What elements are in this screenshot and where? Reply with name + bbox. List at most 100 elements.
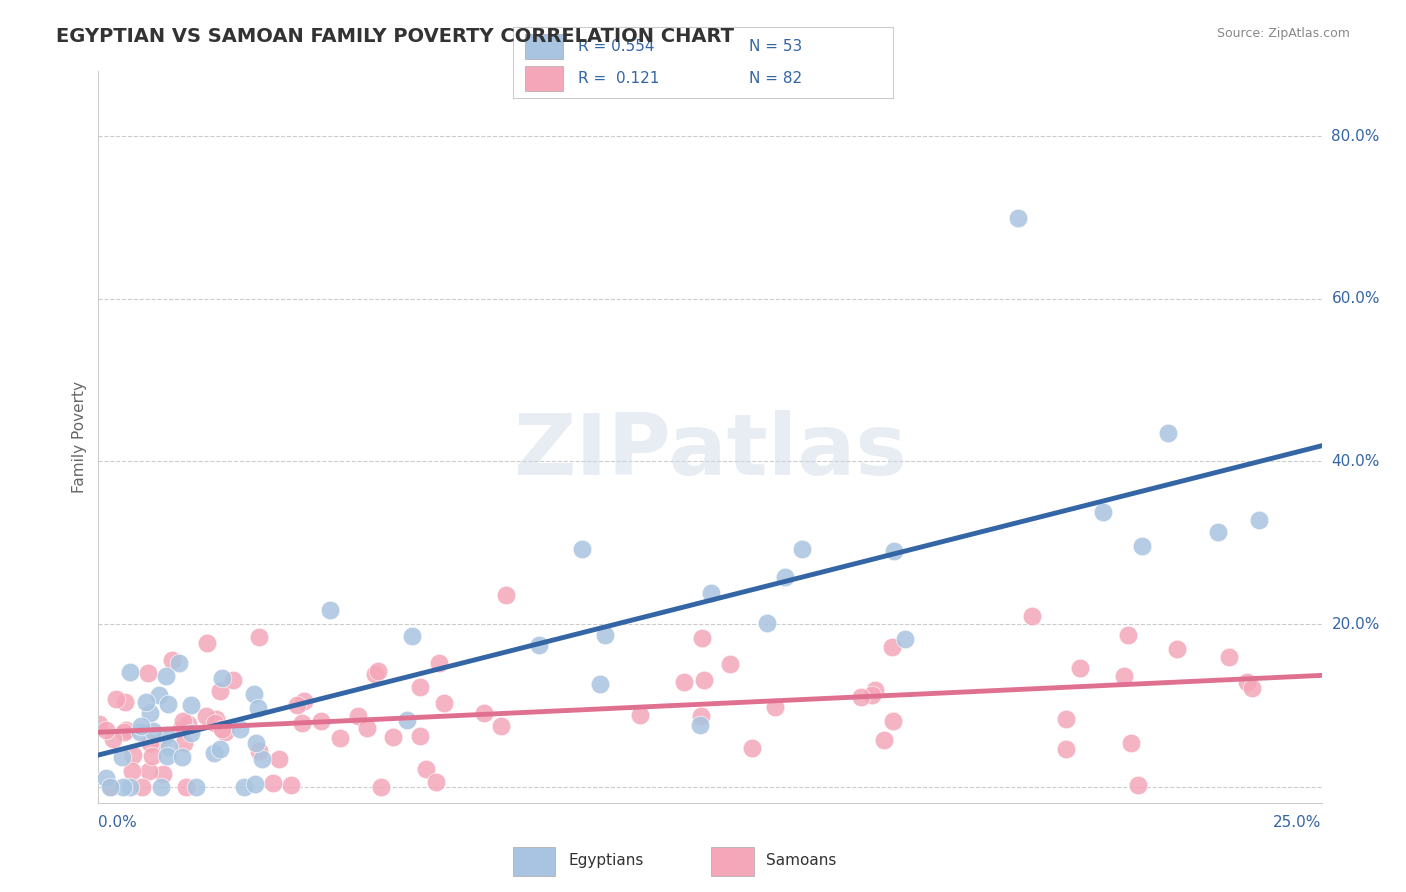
- Text: 40.0%: 40.0%: [1331, 454, 1379, 469]
- Point: [1218, 650, 1240, 665]
- Point: [233, 780, 256, 794]
- Point: [689, 718, 711, 732]
- Text: R = 0.554: R = 0.554: [578, 39, 654, 54]
- Point: [128, 724, 150, 739]
- Point: [98, 780, 121, 794]
- Point: [1240, 681, 1263, 695]
- Point: [529, 639, 551, 653]
- Text: N = 82: N = 82: [748, 70, 801, 86]
- Point: [1007, 211, 1029, 225]
- Point: [228, 722, 250, 736]
- Point: [131, 780, 153, 794]
- Point: [292, 694, 315, 708]
- Point: [1054, 712, 1077, 726]
- Point: [1114, 669, 1136, 683]
- Point: [121, 764, 143, 779]
- Point: [114, 695, 136, 709]
- Point: [472, 706, 495, 720]
- Point: [1236, 674, 1258, 689]
- Point: [690, 709, 713, 723]
- Text: ZIPatlas: ZIPatlas: [513, 410, 907, 493]
- Point: [111, 749, 134, 764]
- Text: 0.0%: 0.0%: [98, 815, 138, 830]
- Point: [356, 721, 378, 735]
- Point: [630, 708, 652, 723]
- Point: [1206, 525, 1229, 540]
- Text: 60.0%: 60.0%: [1331, 292, 1379, 307]
- Text: Samoans: Samoans: [766, 854, 837, 868]
- Point: [209, 684, 232, 698]
- Point: [245, 777, 267, 791]
- Point: [593, 628, 616, 642]
- Point: [211, 723, 233, 737]
- Point: [882, 640, 904, 654]
- Point: [1091, 505, 1114, 519]
- Point: [247, 630, 270, 644]
- Point: [155, 728, 177, 742]
- Point: [396, 714, 419, 728]
- Point: [172, 714, 194, 729]
- Point: [169, 723, 191, 737]
- Text: N = 53: N = 53: [748, 39, 801, 54]
- Point: [121, 747, 143, 762]
- Point: [755, 615, 778, 630]
- Point: [195, 636, 218, 650]
- Point: [364, 667, 387, 681]
- Point: [155, 669, 177, 683]
- Point: [141, 748, 163, 763]
- Point: [311, 714, 333, 728]
- Text: 80.0%: 80.0%: [1331, 128, 1379, 144]
- Point: [180, 726, 202, 740]
- Point: [180, 698, 202, 712]
- Point: [136, 666, 159, 681]
- Point: [176, 780, 198, 794]
- Point: [1021, 609, 1043, 624]
- Point: [849, 690, 872, 705]
- Point: [186, 780, 208, 794]
- Y-axis label: Family Poverty: Family Poverty: [72, 381, 87, 493]
- Point: [1069, 661, 1091, 675]
- Point: [433, 696, 456, 710]
- Point: [112, 780, 135, 794]
- Point: [202, 746, 225, 760]
- Point: [1247, 513, 1270, 527]
- Point: [138, 764, 160, 779]
- Point: [157, 739, 180, 754]
- Point: [408, 729, 430, 743]
- Point: [135, 695, 157, 709]
- Point: [156, 749, 179, 764]
- Point: [139, 706, 162, 720]
- Text: Egyptians: Egyptians: [568, 854, 644, 868]
- Point: [142, 724, 165, 739]
- Point: [195, 709, 218, 723]
- Point: [1130, 539, 1153, 553]
- Point: [94, 771, 117, 785]
- Point: [222, 673, 245, 687]
- Text: R =  0.121: R = 0.121: [578, 70, 659, 86]
- Point: [1121, 736, 1143, 750]
- Point: [148, 735, 170, 749]
- Point: [1166, 641, 1188, 656]
- Point: [177, 716, 200, 731]
- Point: [1128, 778, 1150, 792]
- Point: [205, 712, 228, 726]
- Point: [882, 714, 904, 728]
- Point: [427, 656, 450, 670]
- Point: [319, 603, 342, 617]
- Point: [280, 778, 302, 792]
- Point: [167, 656, 190, 670]
- Point: [690, 631, 713, 645]
- Point: [792, 542, 814, 557]
- Text: Source: ZipAtlas.com: Source: ZipAtlas.com: [1216, 27, 1350, 40]
- Point: [401, 630, 423, 644]
- Point: [149, 780, 172, 794]
- Point: [139, 736, 162, 750]
- Text: 20.0%: 20.0%: [1331, 616, 1379, 632]
- Point: [247, 743, 270, 757]
- Point: [291, 716, 314, 731]
- Point: [211, 671, 233, 685]
- FancyBboxPatch shape: [513, 847, 555, 876]
- Point: [489, 719, 512, 733]
- Point: [571, 541, 593, 556]
- Point: [415, 762, 437, 776]
